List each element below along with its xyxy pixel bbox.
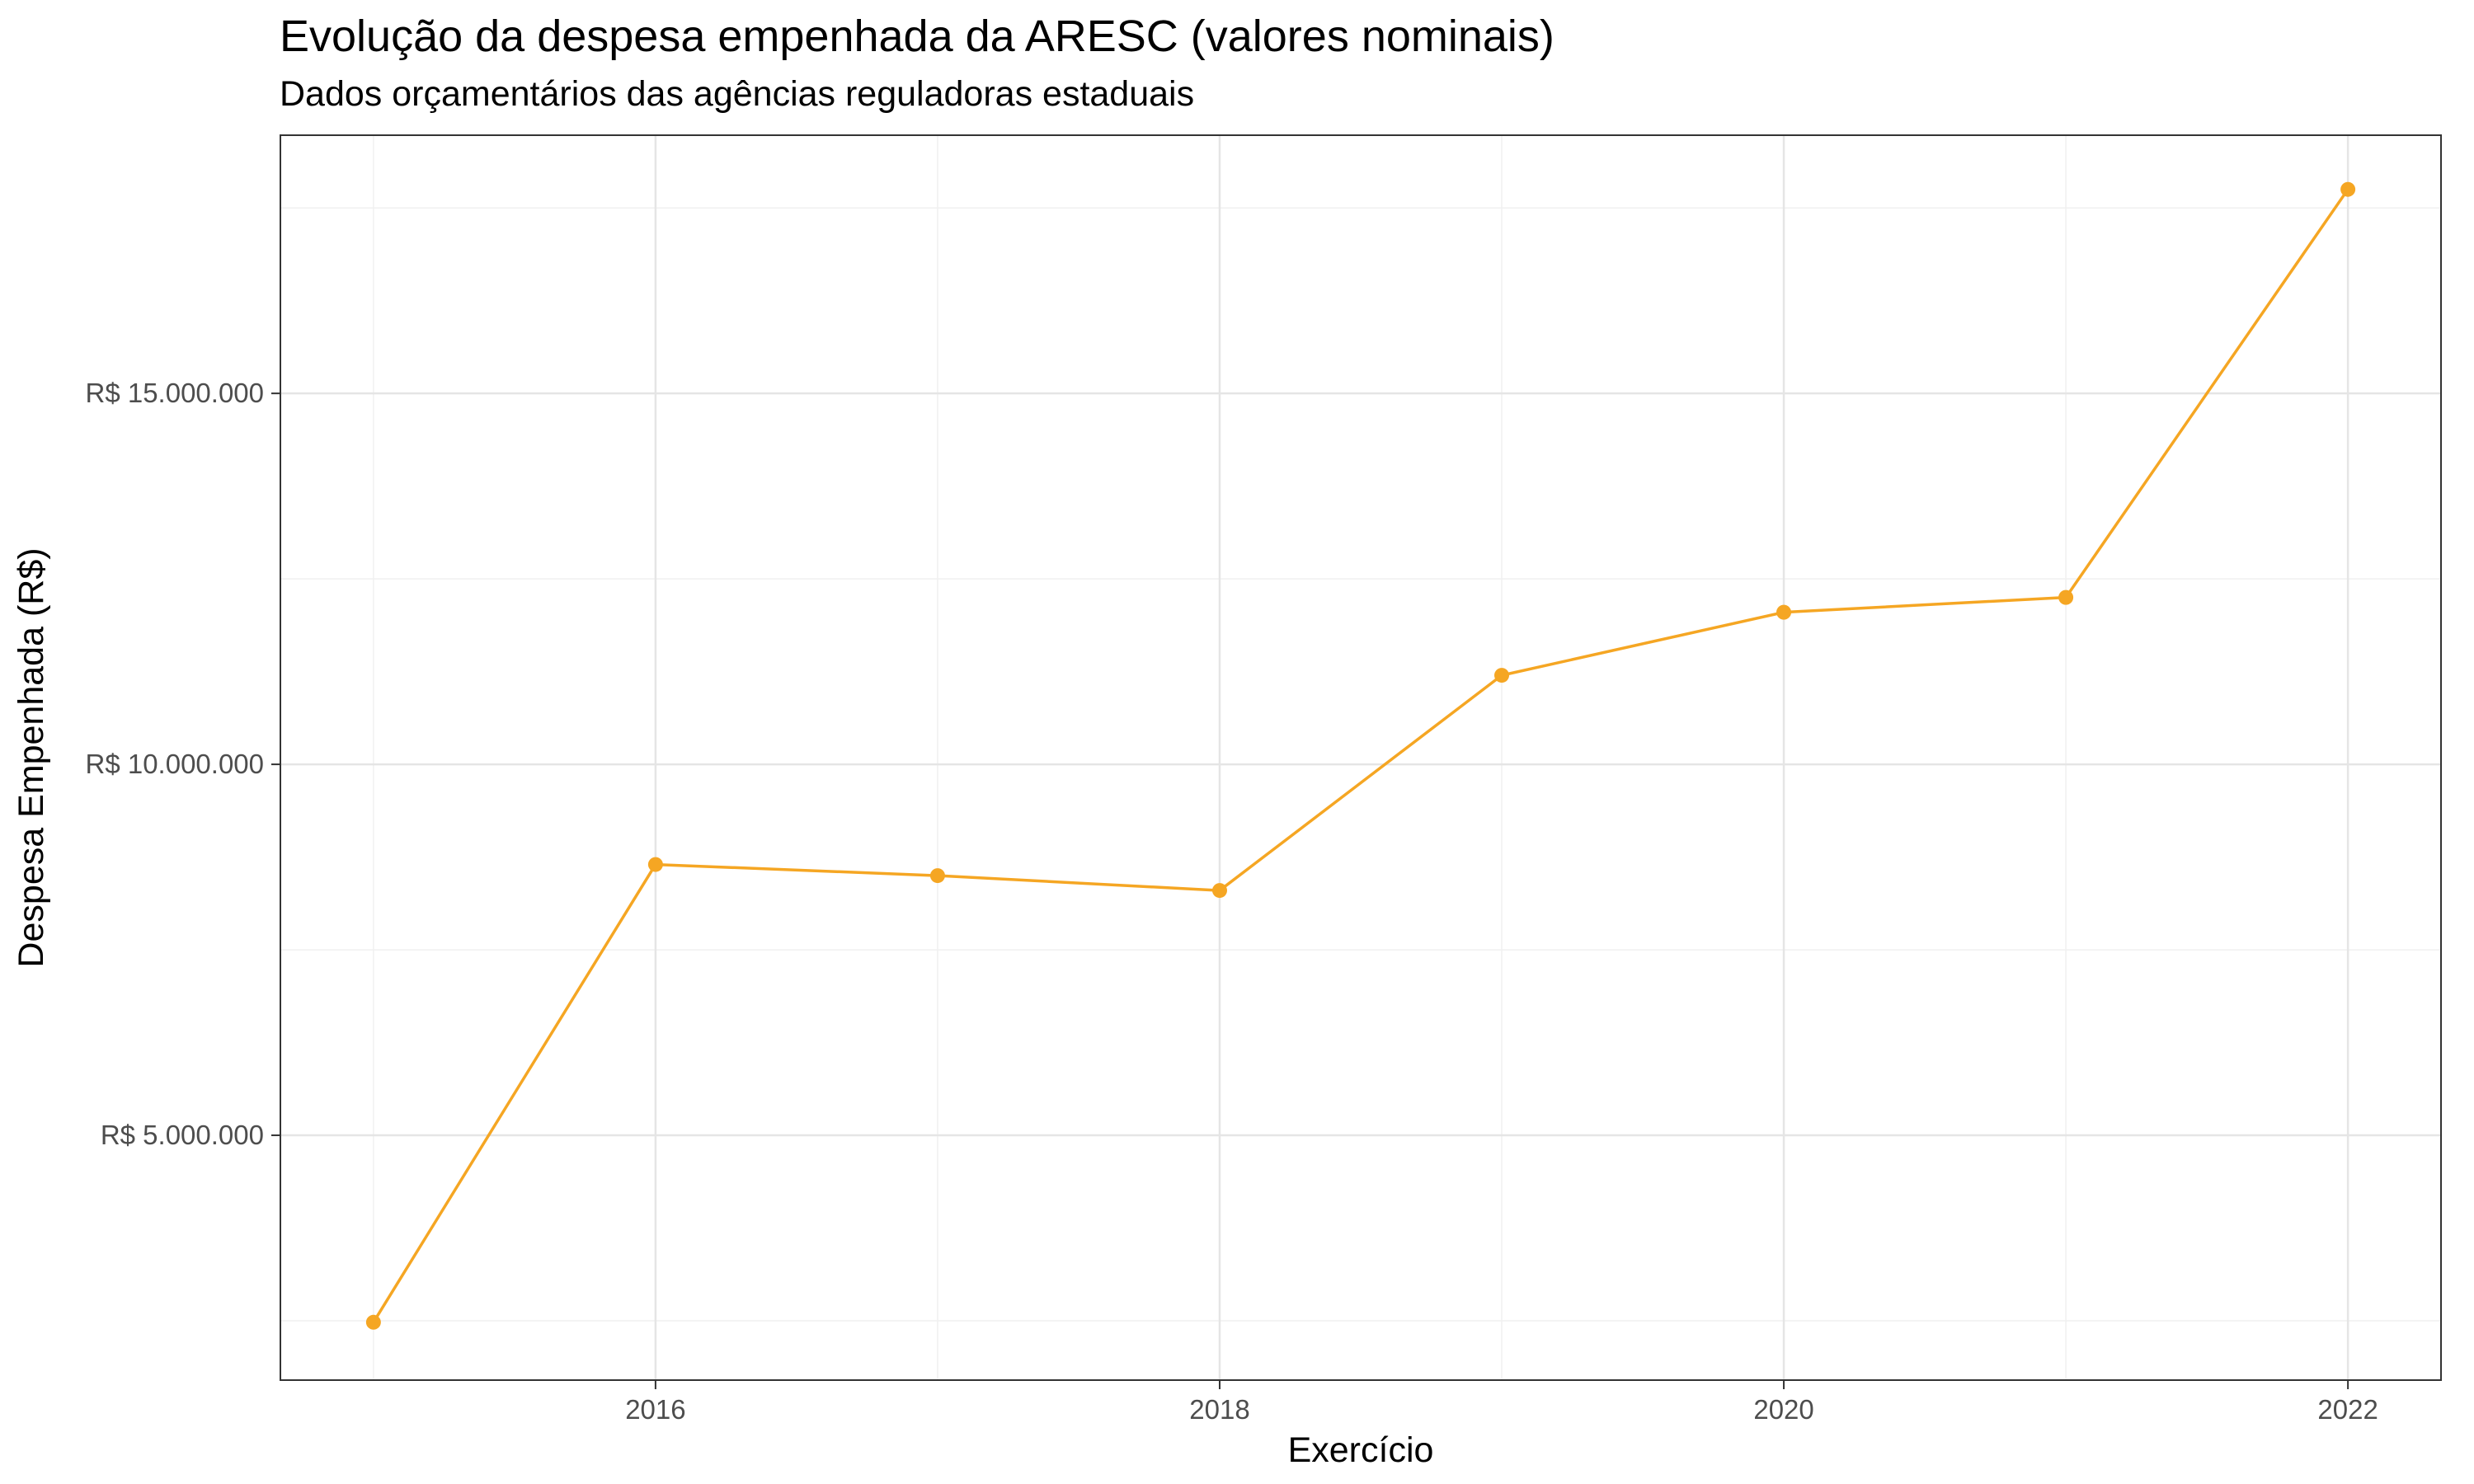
y-axis: R$ 5.000.000 R$ 10.000.000 R$ 15.000.000 [85,378,280,1150]
data-point [1211,883,1227,899]
data-point [929,868,945,884]
y-axis-title: Despesa Empenhada (R$) [12,547,51,967]
plot-panel [280,134,2442,1381]
minor-gridlines [280,135,2441,1380]
data-point [2340,181,2356,197]
x-tick-label: 2020 [1753,1394,1813,1425]
x-tick-label: 2018 [1189,1394,1249,1425]
data-point [647,857,663,872]
data-point [2058,589,2074,605]
y-tick-label: R$ 5.000.000 [101,1120,264,1150]
major-gridlines [280,135,2441,1380]
x-axis-title: Exercício [1288,1430,1434,1470]
y-tick-label: R$ 10.000.000 [85,749,264,779]
series-layer [365,181,2356,1330]
y-tick-label: R$ 15.000.000 [85,378,264,408]
data-point [1776,604,1792,620]
data-point [365,1314,381,1330]
x-tick-label: 2022 [2317,1394,2378,1425]
series-line [372,188,2349,1323]
x-tick-label: 2016 [625,1394,685,1425]
x-axis: 2016 2018 2020 2022 [625,1380,2378,1425]
chart-title: Evolução da despesa empenhada da ARESC (… [280,12,1554,61]
chart-subtitle: Dados orçamentários das agências regulad… [280,74,1194,114]
data-point [1494,668,1510,683]
